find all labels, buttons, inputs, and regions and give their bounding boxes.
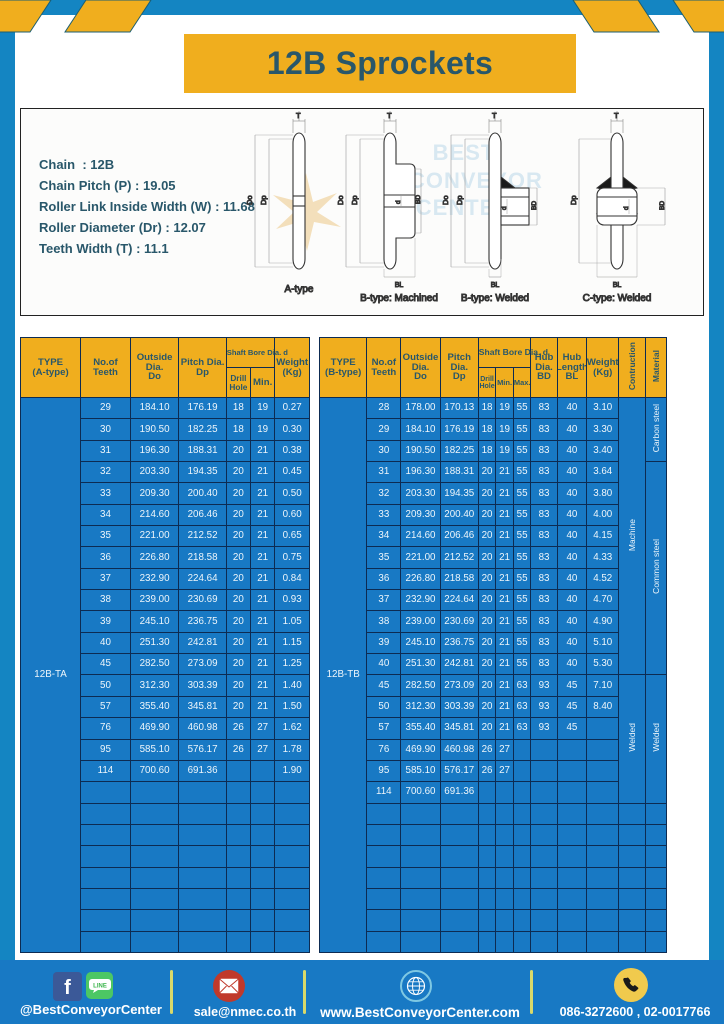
svg-text:Do: Do: [441, 195, 450, 205]
svg-text:f: f: [64, 977, 71, 999]
svg-text:Dp: Dp: [569, 195, 578, 205]
svg-text:T: T: [296, 111, 301, 120]
svg-text:Do: Do: [336, 195, 345, 205]
svg-text:B-type: Welded: B-type: Welded: [461, 293, 529, 304]
svg-text:BL: BL: [491, 282, 500, 289]
svg-text:d: d: [395, 200, 402, 204]
svg-text:LINE: LINE: [93, 983, 107, 989]
svg-text:BD: BD: [659, 201, 666, 210]
svg-text:C-type: Welded: C-type: Welded: [583, 293, 652, 304]
svg-text:T: T: [614, 111, 619, 120]
svg-text:Dp: Dp: [350, 195, 359, 205]
svg-text:A-type: A-type: [285, 284, 314, 295]
svg-text:d: d: [623, 206, 630, 210]
svg-text:T: T: [492, 111, 497, 120]
svg-text:BL: BL: [613, 282, 622, 289]
svg-text:BD: BD: [415, 195, 422, 204]
svg-text:T: T: [387, 111, 392, 120]
svg-text:B-type: Machined: B-type: Machined: [360, 293, 438, 304]
svg-text:BD: BD: [531, 201, 538, 210]
svg-text:Dp: Dp: [455, 195, 464, 205]
svg-text:BL: BL: [395, 282, 404, 289]
svg-text:d: d: [501, 206, 508, 210]
svg-text:Dp: Dp: [259, 195, 268, 205]
svg-text:Do: Do: [245, 195, 254, 205]
